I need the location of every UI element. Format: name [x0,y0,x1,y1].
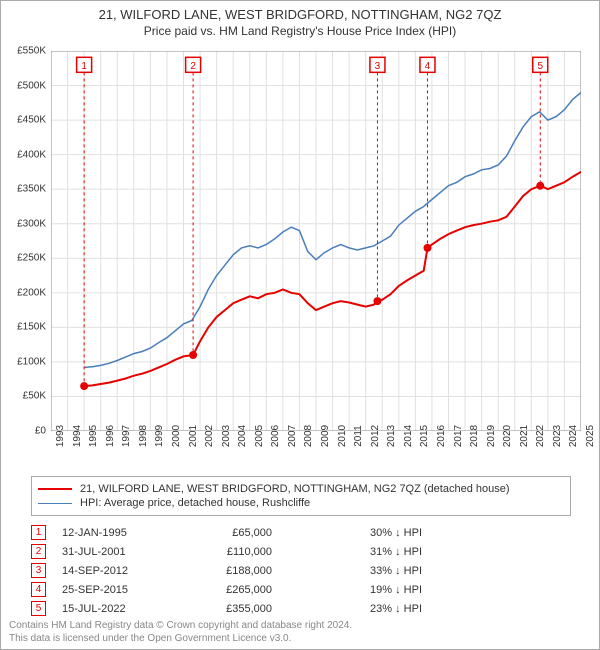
sale-diff: 30% ↓ HPI [302,527,422,539]
sale-row: 2 31-JUL-2001£110,00031% ↓ HPI [31,544,571,559]
svg-text:2: 2 [190,61,196,72]
x-tick-label: 2008 [303,425,314,447]
y-tick-label: £150K [17,322,46,333]
x-tick-label: 2021 [519,425,530,447]
legend-row: HPI: Average price, detached house, Rush… [38,497,564,509]
sale-marker: 3 [31,563,46,578]
x-tick-label: 2020 [502,425,513,447]
x-tick-label: 2001 [188,425,199,447]
x-tick-label: 2023 [552,425,563,447]
sale-marker: 2 [31,544,46,559]
footer: Contains HM Land Registry data © Crown c… [9,619,352,645]
sale-date: 15-JUL-2022 [62,603,192,615]
sale-diff: 19% ↓ HPI [302,584,422,596]
x-tick-label: 2025 [585,425,596,447]
x-tick-label: 2004 [237,425,248,447]
x-tick-label: 2007 [287,425,298,447]
y-tick-label: £200K [17,287,46,298]
chart-svg: 1 2 3 4 5 [51,51,581,431]
sale-date: 31-JUL-2001 [62,546,192,558]
x-tick-label: 1996 [105,425,116,447]
x-tick-label: 2005 [254,425,265,447]
chart-container: 21, WILFORD LANE, WEST BRIDGFORD, NOTTIN… [0,0,600,650]
title-line2: Price paid vs. HM Land Registry's House … [1,24,599,38]
svg-text:3: 3 [375,61,381,72]
sale-date: 25-SEP-2015 [62,584,192,596]
y-tick-label: £0 [35,426,46,437]
svg-text:1: 1 [81,61,87,72]
legend-swatch [38,503,72,504]
sale-marker: 1 [31,525,46,540]
sale-price: £265,000 [192,584,302,596]
y-tick-label: £450K [17,115,46,126]
y-tick-label: £50K [23,391,46,402]
sale-row: 4 25-SEP-2015£265,00019% ↓ HPI [31,582,571,597]
x-tick-label: 1997 [121,425,132,447]
x-tick-label: 2006 [270,425,281,447]
x-tick-label: 2017 [453,425,464,447]
svg-text:5: 5 [537,61,543,72]
footer-line2: This data is licensed under the Open Gov… [9,632,352,645]
x-tick-label: 1993 [55,425,66,447]
y-tick-label: £350K [17,184,46,195]
title-line1: 21, WILFORD LANE, WEST BRIDGFORD, NOTTIN… [1,7,599,22]
x-tick-label: 1994 [72,425,83,447]
x-tick-label: 2000 [171,425,182,447]
x-tick-label: 2002 [204,425,215,447]
x-tick-label: 2014 [403,425,414,447]
sale-row: 5 15-JUL-2022£355,00023% ↓ HPI [31,601,571,616]
x-tick-label: 2018 [469,425,480,447]
y-tick-label: £400K [17,149,46,160]
x-tick-label: 2022 [535,425,546,447]
x-tick-label: 2012 [370,425,381,447]
sale-diff: 23% ↓ HPI [302,603,422,615]
svg-text:4: 4 [425,61,431,72]
y-tick-label: £300K [17,218,46,229]
y-tick-label: £550K [17,46,46,57]
legend-swatch [38,488,72,490]
y-tick-label: £250K [17,253,46,264]
x-tick-label: 2009 [320,425,331,447]
sale-marker: 4 [31,582,46,597]
x-tick-label: 2024 [568,425,579,447]
x-tick-label: 2003 [221,425,232,447]
y-tick-label: £500K [17,80,46,91]
sale-marker: 5 [31,601,46,616]
sale-price: £355,000 [192,603,302,615]
footer-line1: Contains HM Land Registry data © Crown c… [9,619,352,632]
x-tick-label: 2015 [419,425,430,447]
sale-row: 3 14-SEP-2012£188,00033% ↓ HPI [31,563,571,578]
sale-diff: 31% ↓ HPI [302,546,422,558]
x-tick-label: 2013 [386,425,397,447]
legend-label: HPI: Average price, detached house, Rush… [80,497,310,509]
sale-row: 1 12-JAN-1995£65,00030% ↓ HPI [31,525,571,540]
y-tick-label: £100K [17,356,46,367]
legend-row: 21, WILFORD LANE, WEST BRIDGFORD, NOTTIN… [38,483,564,495]
sale-price: £110,000 [192,546,302,558]
legend-label: 21, WILFORD LANE, WEST BRIDGFORD, NOTTIN… [80,483,510,495]
sale-price: £188,000 [192,565,302,577]
x-tick-label: 1995 [88,425,99,447]
sales-table: 1 12-JAN-1995£65,00030% ↓ HPI 2 31-JUL-2001… [31,521,571,620]
sale-date: 14-SEP-2012 [62,565,192,577]
sale-price: £65,000 [192,527,302,539]
x-tick-label: 1999 [154,425,165,447]
x-tick-label: 2016 [436,425,447,447]
x-tick-label: 1998 [138,425,149,447]
title-block: 21, WILFORD LANE, WEST BRIDGFORD, NOTTIN… [1,1,599,40]
x-tick-label: 2011 [353,425,364,447]
legend: 21, WILFORD LANE, WEST BRIDGFORD, NOTTIN… [31,476,571,516]
chart-area: 12345 £0£50K£100K£150K£200K£250K£300K£35… [51,51,581,431]
sale-date: 12-JAN-1995 [62,527,192,539]
x-tick-label: 2019 [486,425,497,447]
sale-diff: 33% ↓ HPI [302,565,422,577]
x-tick-label: 2010 [337,425,348,447]
